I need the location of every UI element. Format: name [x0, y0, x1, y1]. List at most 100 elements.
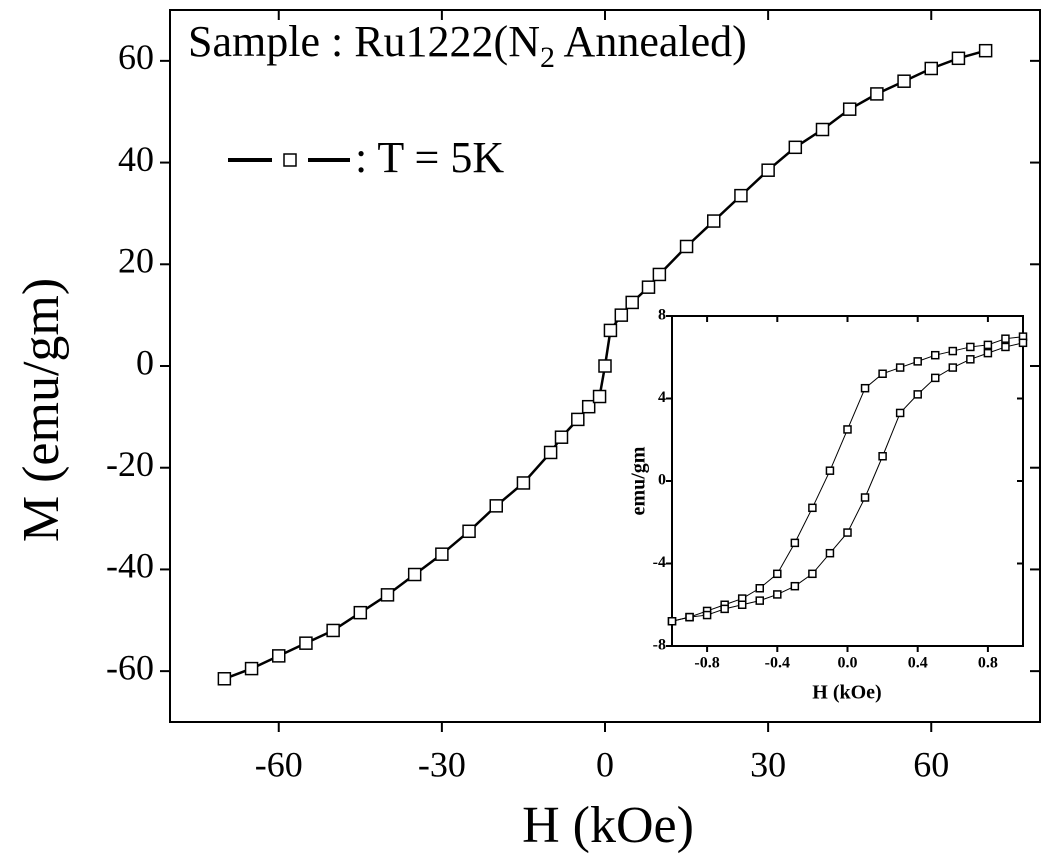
data-point: [948, 346, 958, 356]
data-point: [808, 569, 817, 579]
legend-label: : T = 5K: [355, 133, 504, 182]
data-point: [788, 140, 803, 155]
x-tick-label: -0.8: [694, 655, 719, 672]
y-tick-label: -8: [653, 637, 666, 654]
legend-marker: [283, 153, 297, 167]
data-point: [773, 590, 782, 599]
data-point: [679, 239, 694, 254]
chart-title: Sample : Ru1222(N2 Annealed): [188, 17, 747, 74]
y-tick-label: -40: [106, 546, 154, 586]
title-part: Sample : Ru1222(N: [188, 17, 540, 66]
x-axis-label: H (kOe): [522, 797, 694, 854]
data-point: [516, 476, 531, 490]
data-point: [737, 600, 747, 609]
data-point: [966, 355, 975, 364]
data-point: [808, 503, 817, 513]
x-tick-label: -0.4: [765, 655, 790, 672]
data-point: [815, 122, 830, 137]
x-tick-label: 0.4: [908, 655, 928, 672]
data-point: [734, 188, 748, 203]
data-point: [707, 214, 721, 228]
data-point: [913, 390, 922, 399]
x-tick-label: 0: [596, 744, 614, 784]
data-point: [773, 569, 782, 579]
data-point: [489, 499, 503, 513]
data-point: [720, 604, 729, 614]
data-point: [870, 87, 884, 101]
data-point: [983, 340, 993, 350]
x-tick-label: 0.8: [978, 655, 998, 672]
y-tick-label: 60: [118, 37, 154, 77]
data-point: [878, 452, 887, 461]
data-point: [554, 430, 569, 444]
data-point: [1018, 338, 1028, 348]
data-point: [1001, 342, 1010, 352]
x-tick-label: 60: [913, 744, 949, 784]
x-tick-label: 0.0: [838, 655, 858, 672]
data-point: [641, 280, 656, 294]
data-point: [217, 672, 232, 686]
x-tick-label: -30: [418, 744, 466, 784]
data-point: [603, 323, 618, 338]
data-point: [843, 528, 852, 537]
data-point: [951, 51, 966, 66]
data-point: [685, 612, 694, 622]
data-point: [895, 408, 905, 418]
data-point: [983, 348, 993, 358]
inset-background: [672, 316, 1023, 646]
y-tick-label: -20: [106, 444, 154, 484]
data-point: [895, 363, 905, 372]
data-point: [407, 567, 422, 582]
data-point: [614, 308, 629, 322]
data-point: [380, 588, 395, 602]
data-point: [435, 547, 449, 561]
y-tick-label: 4: [658, 389, 666, 406]
data-point: [825, 548, 835, 558]
title-subscript: 2: [540, 41, 555, 74]
data-point: [755, 596, 764, 605]
data-point: [353, 605, 368, 620]
data-point: [761, 163, 775, 177]
data-point: [625, 295, 639, 310]
y-tick-label: 20: [118, 241, 154, 281]
data-point: [299, 636, 313, 650]
data-point: [326, 623, 340, 638]
data-point: [931, 373, 940, 383]
y-tick-label: 0: [136, 342, 154, 382]
y-tick-label: 40: [118, 139, 154, 179]
data-point: [244, 661, 259, 676]
x-tick-label: 30: [750, 744, 786, 784]
data-point: [790, 538, 800, 548]
y-axis-label: M (emu/gm): [13, 278, 70, 542]
y-tick-label: 0: [658, 472, 666, 489]
title-part: Annealed): [555, 17, 747, 66]
inset-y-label: emu/gm: [628, 446, 650, 515]
data-point: [913, 357, 922, 366]
data-point: [966, 342, 975, 352]
inset-x-label: H (kOe): [812, 682, 881, 704]
data-point: [581, 399, 596, 414]
data-point: [790, 581, 800, 591]
data-point: [1001, 334, 1010, 343]
data-point: [924, 61, 938, 76]
x-tick-label: -60: [255, 744, 303, 784]
data-point: [897, 74, 911, 88]
data-point: [702, 610, 712, 620]
data-point: [931, 350, 940, 360]
data-point: [825, 466, 835, 475]
data-point: [755, 584, 764, 593]
data-point: [571, 412, 585, 427]
data-point: [860, 383, 870, 393]
data-point: [272, 649, 286, 663]
data-point: [842, 102, 857, 116]
data-point: [860, 493, 870, 502]
data-point: [878, 369, 887, 378]
data-point: [598, 359, 612, 373]
y-tick-label: -60: [106, 647, 154, 687]
data-point: [948, 363, 958, 372]
data-point: [462, 524, 476, 539]
y-tick-label: -4: [653, 554, 666, 571]
y-tick-label: 8: [658, 307, 666, 324]
data-point: [667, 617, 677, 626]
